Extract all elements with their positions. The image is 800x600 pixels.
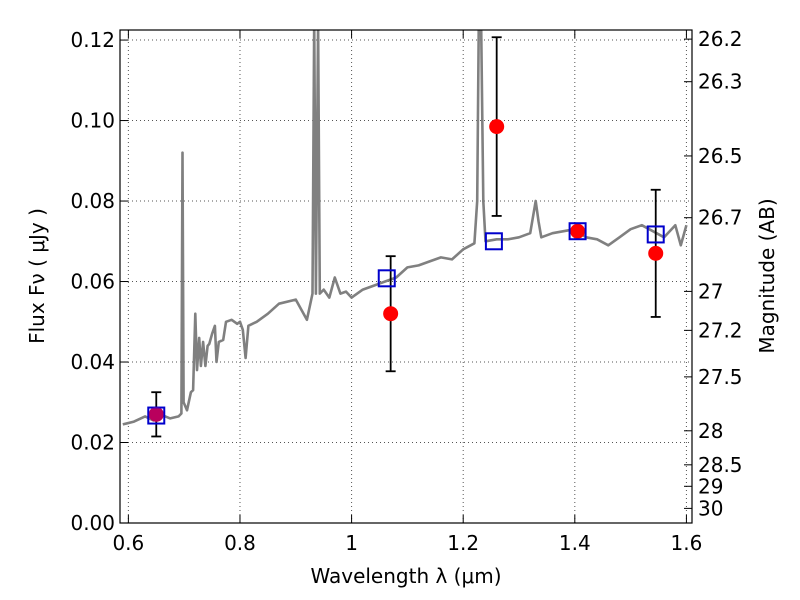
x-tick-label: 1: [345, 531, 358, 555]
x-axis-title: Wavelength λ (μm): [310, 564, 501, 588]
magnitude-tick-label: 27.2: [698, 318, 743, 342]
spectrum-series: [122, 30, 688, 426]
photometry-point: [489, 119, 505, 135]
magnitude-axis-title: Magnitude (AB): [755, 198, 779, 353]
y-tick-label: 0.08: [70, 189, 115, 213]
y-tick-label: 0.10: [70, 109, 115, 133]
y-tick-label: 0.06: [70, 270, 115, 294]
magnitude-tick-label: 28: [698, 419, 723, 443]
photometry-point: [648, 245, 664, 261]
magnitude-tick-label: 26.7: [698, 206, 743, 230]
x-tick-label: 1.2: [447, 531, 479, 555]
grid: [120, 30, 692, 524]
photometry-point: [383, 306, 399, 322]
magnitude-tick-label: 29: [698, 474, 723, 498]
y-tick-label: 0.02: [70, 431, 115, 455]
plot-frame: [119, 29, 693, 524]
model-point: [646, 225, 665, 244]
model-point: [568, 222, 587, 241]
magnitude-tick-label: 26.5: [698, 144, 743, 168]
y-tick-label: 0.00: [70, 511, 115, 535]
x-tick-label: 1.4: [559, 531, 591, 555]
y-axis-ticks: 0.00 0.02 0.04 0.06 0.08 0.10 0.12: [70, 28, 128, 535]
spectrum-line: [122, 30, 688, 426]
x-tick-label: 0.8: [224, 531, 256, 555]
magnitude-tick-label: 26.3: [698, 70, 743, 94]
model-points: [147, 222, 665, 425]
magnitude-tick-label: 30: [698, 496, 723, 520]
model-point: [484, 232, 503, 251]
x-tick-label: 0.6: [112, 531, 144, 555]
x-tick-label: 1.6: [671, 531, 703, 555]
photometry-point: [570, 223, 586, 239]
magnitude-tick-label: 26.2: [698, 27, 743, 51]
magnitude-tick-label: 28.5: [698, 453, 743, 477]
y-tick-label: 0.04: [70, 350, 115, 374]
y-axis-title: Flux Fν ( μJy ): [25, 208, 49, 344]
overlap-point: [148, 406, 164, 422]
y-tick-label: 0.12: [70, 28, 115, 52]
x-axis-ticks: 0.6 0.8 1 1.2 1.4 1.6: [112, 30, 702, 555]
photometry-points: [148, 119, 664, 422]
model-point: [377, 269, 396, 288]
magnitude-tick-label: 27: [698, 279, 723, 303]
magnitude-tick-label: 27.5: [698, 365, 743, 389]
